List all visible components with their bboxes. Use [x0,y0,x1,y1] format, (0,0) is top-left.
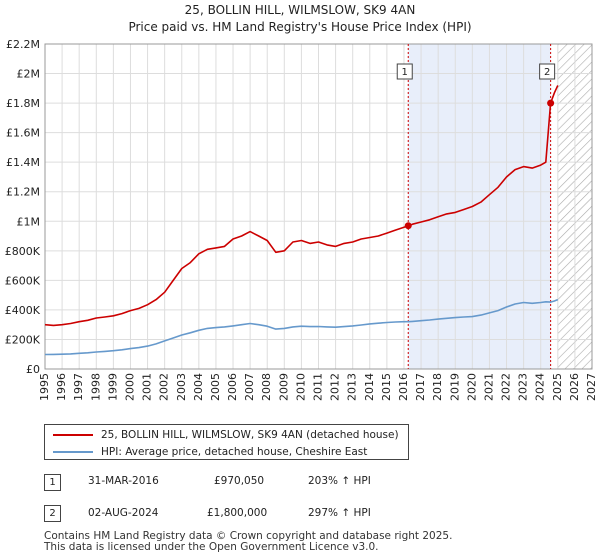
sale-marker-badge-label: 2 [544,67,550,78]
x-tick-label: 2003 [175,373,188,401]
sale-point [547,99,555,107]
y-tick-label: £600K [5,274,41,287]
chart-subtitle: Price paid vs. HM Land Registry's House … [128,20,471,34]
x-tick-label: 2014 [363,373,376,401]
x-tick-label: 2008 [260,373,273,401]
y-tick-label: £200K [5,333,41,346]
x-tick-label: 2015 [380,373,393,401]
sale-marker-badge [539,63,556,80]
x-tick-label: 2002 [158,373,171,401]
footer-line-1: Contains HM Land Registry data © Crown c… [44,530,453,542]
y-tick-label: £1M [17,215,41,228]
x-tick-label: 2017 [414,373,427,401]
transaction-hpi: 203% ↑ HPI [308,475,371,487]
x-tick-label: 2012 [329,373,342,401]
sale-marker-badge [396,63,413,80]
legend-label-hpi: HPI: Average price, detached house, Ches… [101,446,368,458]
x-tick-label: 2019 [448,373,461,401]
hpi-line [44,298,559,356]
x-tick-label: 2020 [465,373,478,401]
x-tick-label: 2011 [312,373,325,401]
x-tick-label: 2025 [551,373,564,401]
y-tick-label: £2M [17,68,41,81]
transaction-date: 31-MAR-2016 [88,475,159,487]
x-tick-label: 2006 [226,373,239,401]
transaction-hpi: 297% ↑ HPI [308,507,371,519]
transaction-date: 02-AUG-2024 [88,507,159,519]
x-tick-label: 2010 [294,373,307,401]
property-price-line [44,85,559,327]
plot-frame [44,43,593,370]
sale-point [404,222,412,230]
x-tick-label: 2024 [534,373,547,401]
y-tick-label: £0 [26,363,40,376]
x-tick-label: 2027 [585,373,598,401]
x-tick-label: 2022 [500,373,513,401]
y-tick-label: £800K [5,245,41,258]
x-tick-label: 2016 [397,373,410,401]
y-tick-label: £400K [5,304,41,317]
x-tick-label: 2009 [277,373,290,401]
legend: 25, BOLLIN HILL, WILMSLOW, SK9 4AN (deta… [44,424,409,460]
x-tick-label: 2000 [123,373,136,401]
x-tick-label: 2018 [431,373,444,401]
y-tick-label: £1.4M [6,156,40,169]
legend-item-property: 25, BOLLIN HILL, WILMSLOW, SK9 4AN (deta… [53,427,399,443]
x-tick-label: 2023 [517,373,530,401]
x-tick-label: 2001 [141,373,154,401]
x-tick-label: 2005 [209,373,222,401]
chart-title: 25, BOLLIN HILL, WILMSLOW, SK9 4AN [185,3,416,17]
x-tick-label: 1995 [38,373,51,401]
x-tick-label: 2004 [192,373,205,401]
legend-label-property: 25, BOLLIN HILL, WILMSLOW, SK9 4AN (deta… [101,429,399,441]
y-tick-label: £2.2M [6,38,40,51]
transaction-price: £1,800,000 [207,507,268,519]
legend-swatch-property [53,434,93,436]
x-tick-label: 2007 [243,373,256,401]
price-chart: 25, BOLLIN HILL, WILMSLOW, SK9 4AN Price… [5,3,598,401]
y-tick-label: £1.2M [6,186,40,199]
sale-marker-badge-label: 1 [402,67,408,78]
y-tick-label: £1.8M [6,97,40,110]
footer: Contains HM Land Registry data © Crown c… [44,531,452,553]
transaction-badge: 2 [44,505,61,522]
footer-line-2: This data is licensed under the Open Gov… [44,541,379,553]
x-tick-label: 2026 [568,373,581,401]
x-tick-label: 2013 [346,373,359,401]
x-tick-label: 1999 [106,373,119,401]
transaction-badge: 1 [44,474,61,491]
y-tick-label: £1.6M [6,127,40,140]
transaction-price: £970,050 [214,475,265,487]
x-tick-label: 1997 [72,373,85,401]
x-tick-label: 1996 [55,373,68,401]
legend-item-hpi: HPI: Average price, detached house, Ches… [53,444,367,460]
x-tick-label: 2021 [482,373,495,401]
x-tick-label: 1998 [89,373,102,401]
legend-swatch-hpi [53,451,93,453]
